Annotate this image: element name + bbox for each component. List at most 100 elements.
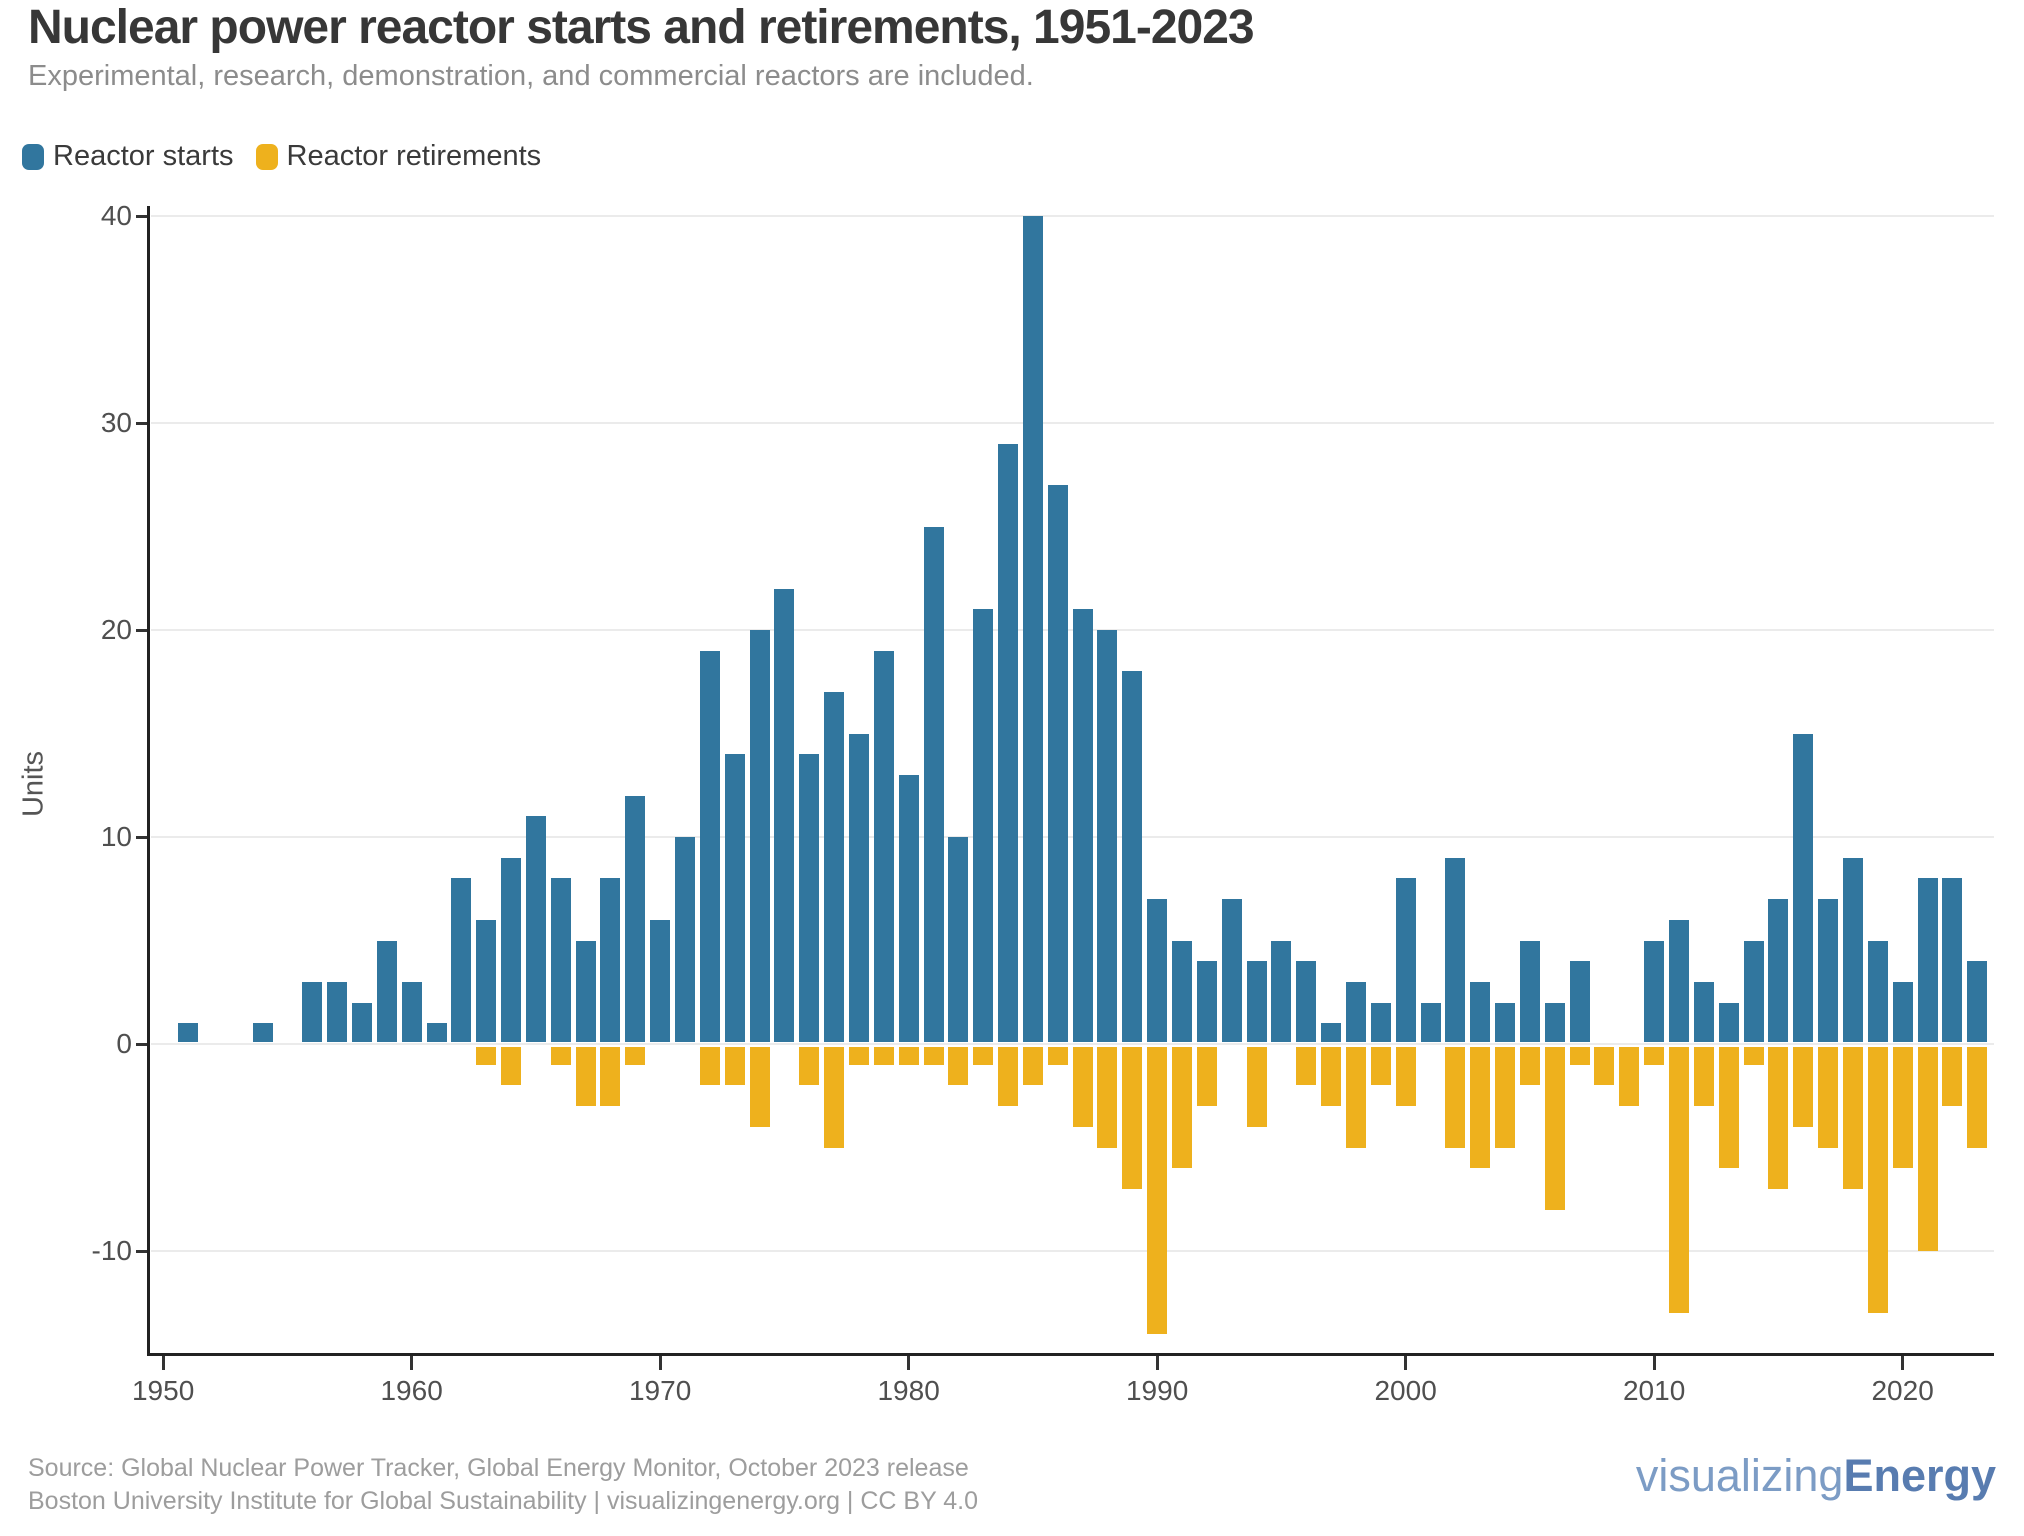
bar-retirement-2021 [1917,1047,1938,1251]
y-tick-0 [136,1042,150,1046]
bar-start-1963 [476,919,497,1042]
bar-start-2013 [1718,1002,1739,1042]
bar-retirement-2009 [1619,1047,1640,1107]
bar-start-2015 [1768,899,1789,1042]
x-tick-label-1990: 1990 [1125,1375,1189,1406]
bar-start-1975 [774,588,795,1042]
bar-retirement-2011 [1669,1047,1689,1314]
x-tick-label-1980: 1980 [877,1375,940,1406]
y-tick-label--10: -10 [91,1235,132,1266]
bar-retirement-1992 [1196,1047,1217,1107]
source-note: Source: Global Nuclear Power Tracker, Gl… [28,1452,978,1518]
bar-start-1984 [998,443,1019,1042]
bar-retirement-1994 [1246,1047,1267,1127]
bar-start-1960 [401,981,422,1042]
source-line-2: Boston University Institute for Global S… [28,1487,979,1515]
bar-retirement-2013 [1718,1047,1739,1169]
bar-start-1962 [451,878,472,1042]
bar-start-1998 [1345,981,1366,1042]
gridline-y-20 [151,629,1994,631]
x-tick-label-2000: 2000 [1374,1375,1437,1406]
bar-retirement-1980 [898,1047,919,1065]
bar-retirement-1998 [1345,1047,1366,1148]
legend-label-retirements: Reactor retirements [286,140,542,172]
bar-start-1999 [1370,1002,1391,1042]
bar-retirement-1972 [699,1047,720,1086]
x-tick-label-2010: 2010 [1622,1375,1686,1406]
bar-retirement-1968 [600,1047,621,1107]
bar-retirement-1963 [476,1047,497,1065]
x-tick-1990 [1155,1356,1159,1370]
bar-retirement-2002 [1445,1047,1466,1148]
bar-start-1983 [973,609,994,1042]
logo-text-bold: Energy [1843,1450,1996,1501]
y-tick-30 [136,421,150,425]
bar-start-1996 [1296,961,1317,1042]
bar-retirement-1984 [998,1047,1019,1107]
bar-retirement-2019 [1867,1047,1888,1314]
visualizing-energy-logo: visualizingEnergy [1636,1452,1996,1500]
bar-start-1965 [525,816,546,1042]
bar-retirement-1988 [1097,1047,1118,1148]
bar-start-1958 [351,1002,372,1042]
x-tick-label-2020: 2020 [1871,1375,1934,1406]
bar-start-2011 [1669,919,1689,1042]
bar-retirement-1973 [724,1047,745,1086]
bar-retirement-1997 [1321,1047,1342,1107]
bar-start-1956 [302,981,323,1042]
bar-start-1986 [1047,485,1068,1042]
bar-start-1985 [1022,216,1043,1042]
bar-retirement-1986 [1047,1047,1068,1065]
page-subtitle: Experimental, research, demonstration, a… [28,60,1034,92]
bar-retirement-1966 [550,1047,571,1065]
bar-start-2006 [1544,1002,1565,1042]
bar-start-1966 [550,878,571,1042]
bar-start-1971 [675,837,695,1042]
bar-start-2001 [1420,1002,1441,1042]
y-tick--10 [136,1249,150,1253]
legend-item-starts: Reactor starts [22,140,234,173]
bar-retirement-1983 [973,1047,994,1065]
y-axis-line [147,206,150,1356]
bar-start-1954 [252,1023,273,1042]
bar-retirement-1999 [1370,1047,1391,1086]
bar-start-1972 [699,650,720,1042]
bar-start-2018 [1842,857,1863,1042]
bar-start-1969 [625,795,646,1042]
bar-start-1968 [600,878,621,1042]
x-axis-line [147,1353,1994,1356]
bar-retirement-2017 [1818,1047,1839,1148]
x-tick-1980 [907,1356,911,1370]
bar-start-1995 [1271,940,1292,1042]
bar-start-1964 [501,857,522,1042]
y-tick-label-30: 30 [100,407,132,438]
gridline-y-10 [151,836,1994,838]
bar-retirement-2004 [1495,1047,1516,1148]
bar-start-1979 [873,650,894,1042]
bar-start-2005 [1519,940,1540,1042]
bar-retirement-1979 [873,1047,894,1065]
legend-item-retirements: Reactor retirements [255,140,542,173]
page-title: Nuclear power reactor starts and retirem… [28,1,1255,54]
bar-start-1981 [923,526,944,1042]
gridline-y--10 [151,1250,1994,1252]
x-tick-label-1950: 1950 [131,1375,195,1406]
gridline-y-30 [151,422,1994,424]
bar-start-2010 [1644,940,1665,1042]
x-tick-label-1960: 1960 [380,1375,443,1406]
bar-retirement-2008 [1594,1047,1615,1086]
bar-retirement-1991 [1172,1047,1192,1169]
bar-retirement-2014 [1743,1047,1764,1065]
bar-start-1973 [724,754,745,1042]
x-tick-1950 [161,1356,165,1370]
bar-retirement-2007 [1569,1047,1590,1065]
gridline-y-0 [151,1043,1994,1045]
bar-retirement-1976 [799,1047,820,1086]
bar-start-1978 [848,733,869,1042]
y-tick-label-0: 0 [116,1028,132,1059]
bar-start-2007 [1569,961,1590,1042]
x-tick-2000 [1404,1356,1408,1370]
bar-retirement-2022 [1942,1047,1963,1107]
bar-start-2014 [1743,940,1764,1042]
bar-start-2021 [1917,878,1938,1042]
